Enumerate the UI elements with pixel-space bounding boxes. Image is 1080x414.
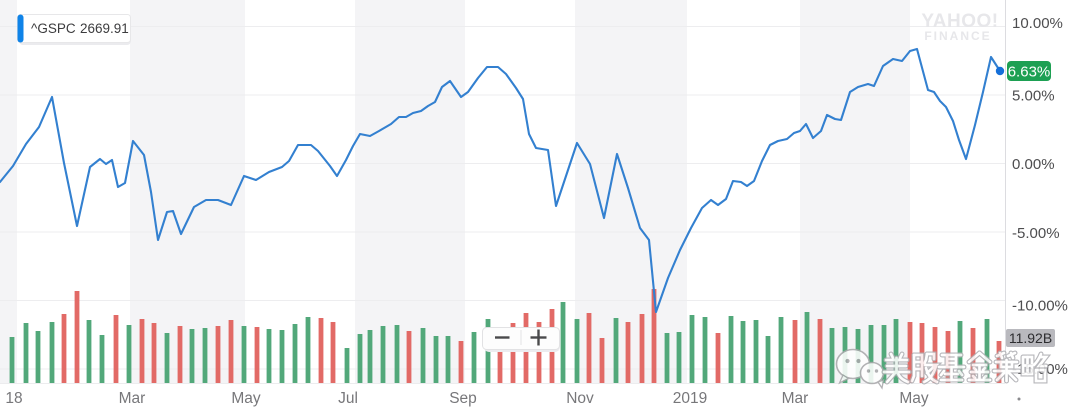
svg-text:May: May xyxy=(231,390,261,407)
svg-text:6.63%: 6.63% xyxy=(1008,64,1051,81)
svg-text:YAHOO!: YAHOO! xyxy=(921,11,998,32)
svg-text:2669.91: 2669.91 xyxy=(80,21,129,36)
svg-text:^GSPC: ^GSPC xyxy=(31,21,76,36)
svg-text:10.00%: 10.00% xyxy=(1012,15,1063,32)
svg-text:Jul: Jul xyxy=(338,390,358,407)
svg-text:2019: 2019 xyxy=(673,390,707,407)
svg-text:11.92B: 11.92B xyxy=(1009,330,1052,346)
svg-text:Nov: Nov xyxy=(566,390,594,407)
svg-text:May: May xyxy=(899,390,929,407)
svg-text:-10.00%: -10.00% xyxy=(1012,298,1068,315)
svg-text:0.00%: 0.00% xyxy=(1012,156,1055,173)
svg-text:5.00%: 5.00% xyxy=(1012,88,1055,105)
svg-text:-5.00%: -5.00% xyxy=(1012,225,1060,242)
svg-text:Mar: Mar xyxy=(782,390,809,407)
svg-text:Sep: Sep xyxy=(449,390,477,407)
svg-text:18: 18 xyxy=(5,390,22,407)
svg-text:FINANCE: FINANCE xyxy=(924,29,991,43)
svg-text:Mar: Mar xyxy=(119,390,146,407)
